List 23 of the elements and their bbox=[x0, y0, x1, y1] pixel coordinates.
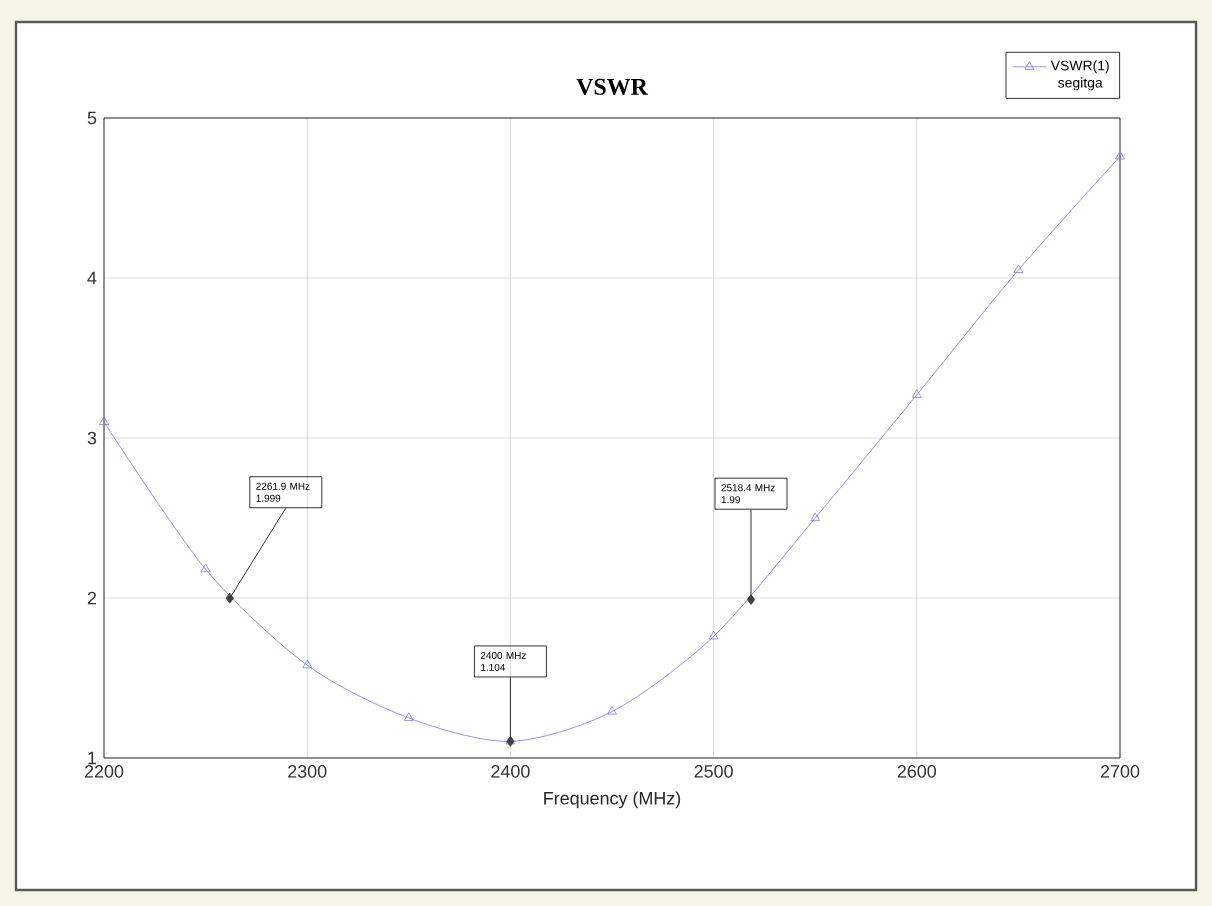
point bbox=[1013, 264, 1024, 273]
y-tick-label: 5 bbox=[87, 111, 97, 125]
point bbox=[99, 416, 109, 425]
point bbox=[708, 630, 719, 640]
chart-title: VSWR bbox=[576, 78, 649, 96]
x-axis-title: Frequency (MHz) bbox=[544, 791, 681, 809]
point bbox=[911, 389, 922, 398]
y-tick-label: 1 bbox=[88, 751, 97, 765]
point bbox=[302, 659, 313, 669]
point bbox=[1115, 150, 1125, 160]
x-tick-label: 2400 bbox=[491, 765, 530, 778]
point bbox=[607, 706, 617, 715]
y-tick-label: 4 bbox=[87, 271, 97, 285]
y-tick-label: 2 bbox=[87, 591, 97, 605]
x-tick-label: 2300 bbox=[288, 765, 327, 778]
x-tick-label: 2200 bbox=[84, 765, 124, 778]
y-tick-label: 3 bbox=[87, 431, 97, 445]
x-tick-label: 2500 bbox=[694, 765, 733, 778]
x-tick-label: 2600 bbox=[897, 765, 937, 778]
x-tick-label: 2700 bbox=[1100, 765, 1140, 778]
point bbox=[810, 512, 821, 521]
point bbox=[200, 563, 211, 573]
point bbox=[403, 712, 414, 721]
